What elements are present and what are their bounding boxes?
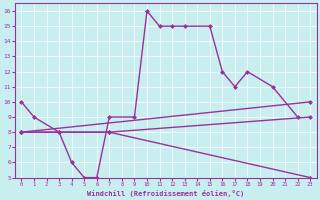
X-axis label: Windchill (Refroidissement éolien,°C): Windchill (Refroidissement éolien,°C) xyxy=(87,190,244,197)
